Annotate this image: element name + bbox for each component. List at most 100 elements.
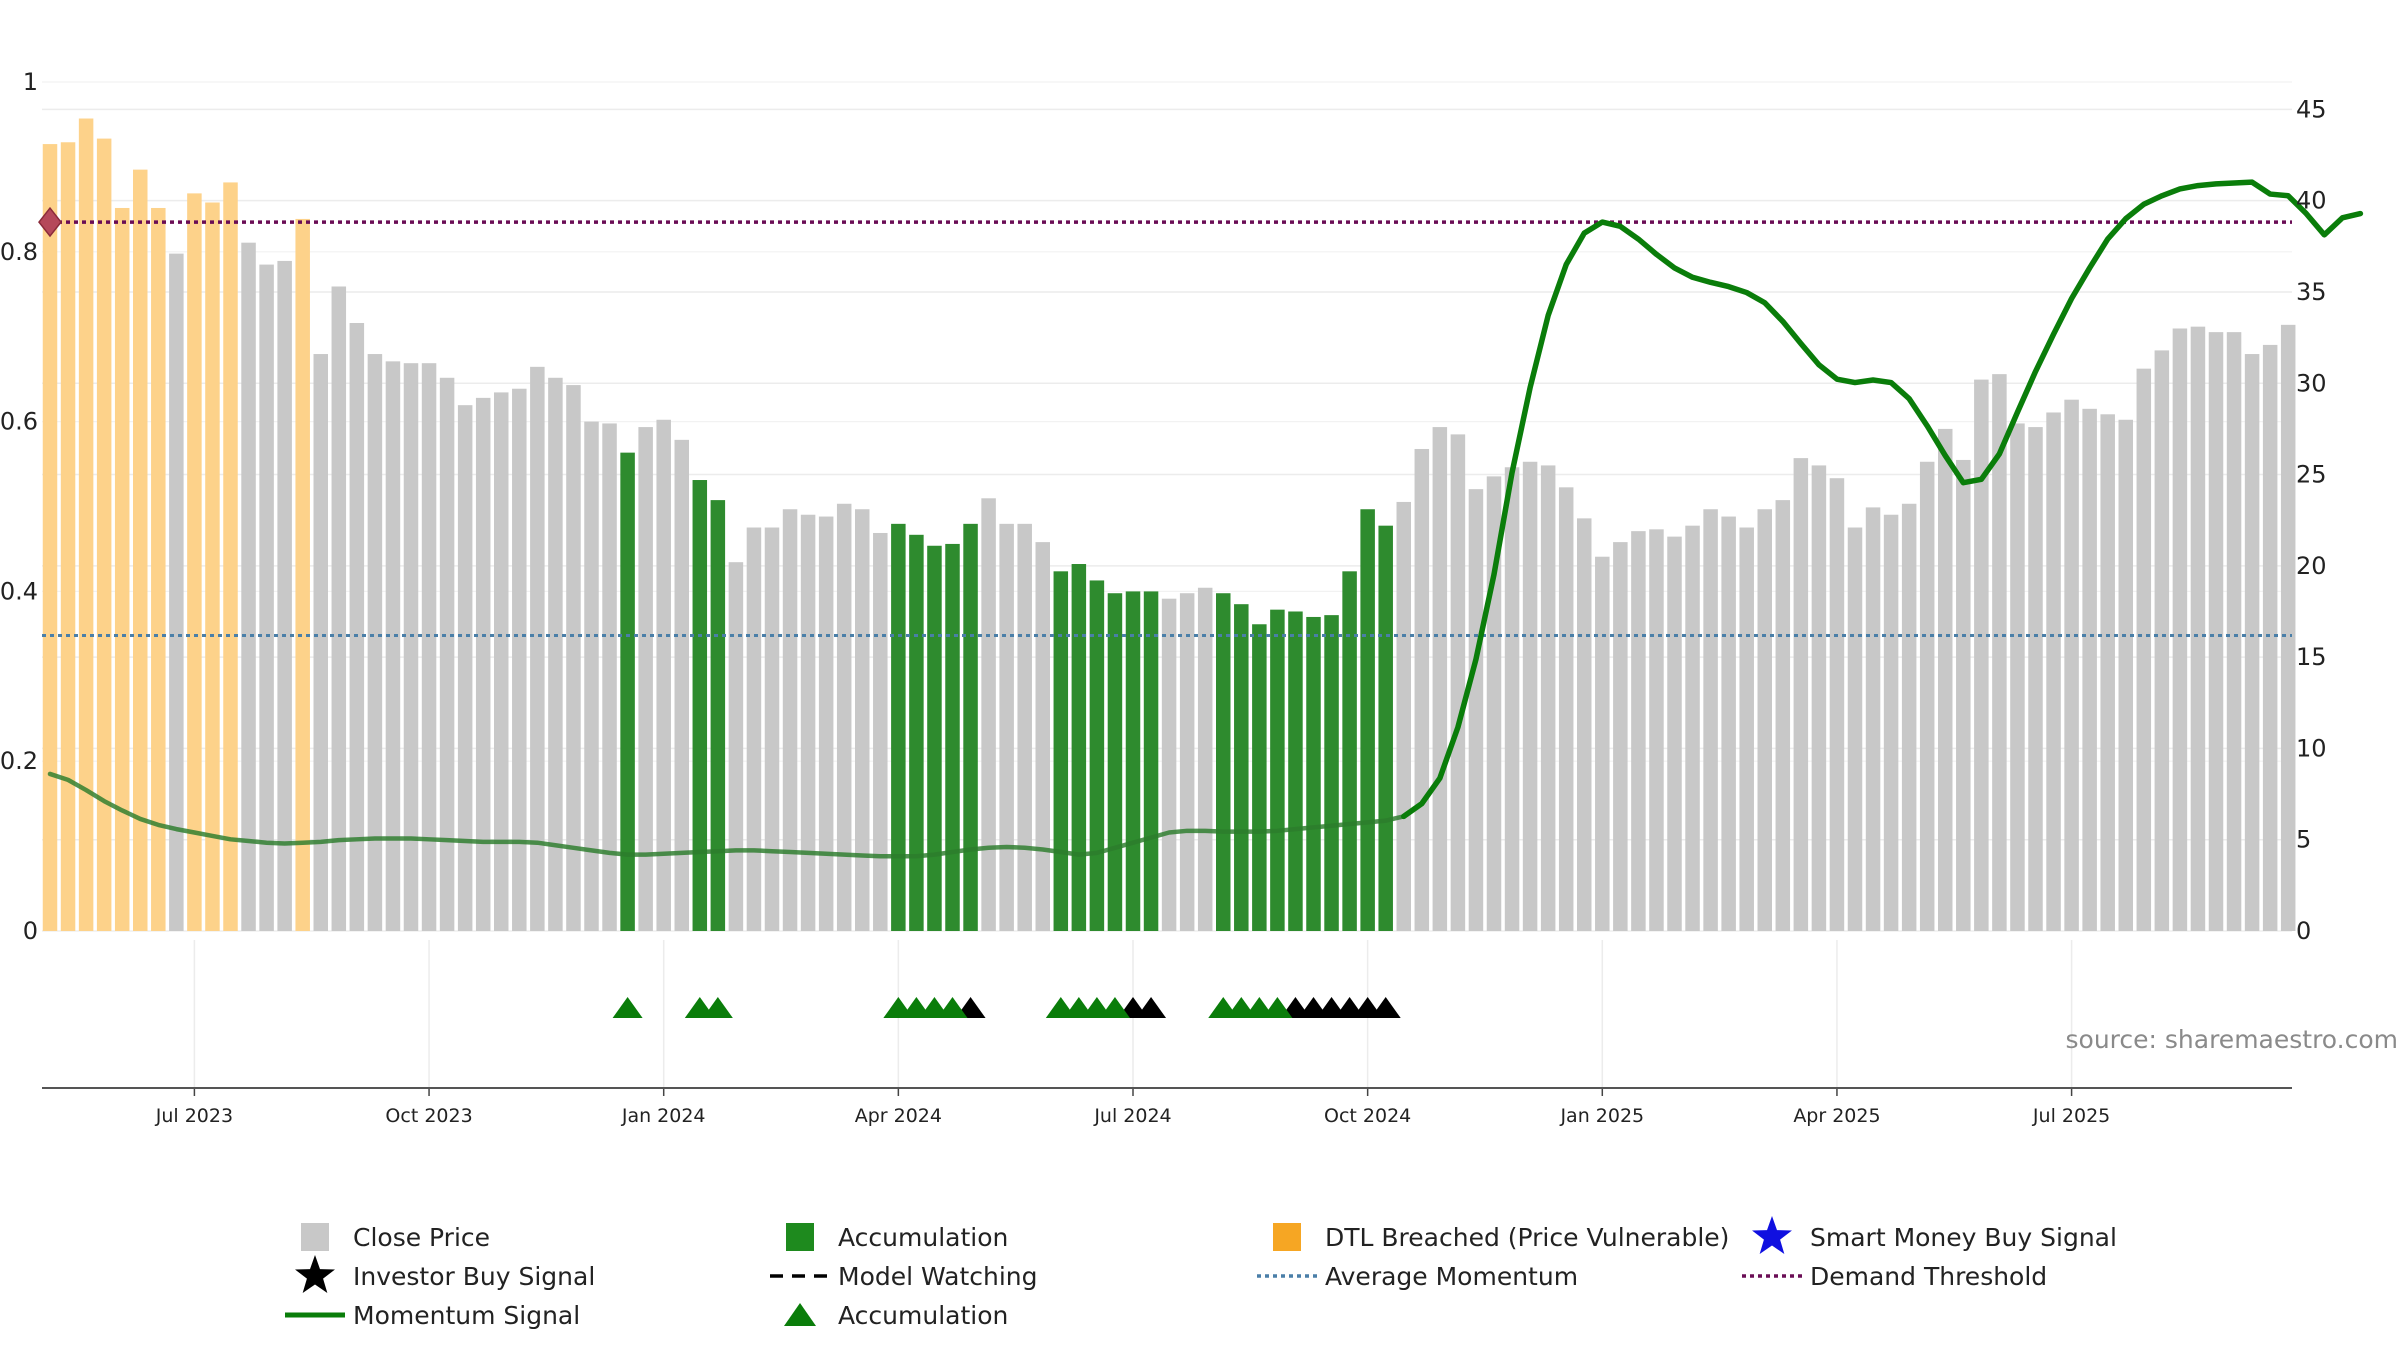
left-axis-tick: 1 [23,68,38,96]
close-price-bar [530,366,545,931]
price-bars [42,118,2296,932]
right-axis-tick: 30 [2296,369,2327,397]
accumulation-bar [1288,611,1303,931]
close-price-bar [241,242,256,932]
close-price-bar [512,388,527,931]
close-price-bar [403,363,419,931]
right-axis-tick: 10 [2296,734,2327,762]
dtl-breached-bar [205,202,220,931]
close-price-bar [421,363,437,931]
close-price-bar [1558,487,1574,931]
close-price-bar [475,397,491,931]
legend: Close Price Accumulation DTL Breached (Pri… [285,1216,2117,1330]
accumulation-bar [692,480,708,931]
accumulation-marker [1099,997,1130,1018]
close-price-bar [873,532,888,931]
legend-label: Smart Money Buy Signal [1810,1223,2117,1252]
legend-label: Accumulation [838,1301,1008,1330]
close-price-bar [2172,328,2188,931]
close-price-bar [1938,428,1953,931]
close-price-bar [385,361,401,931]
legend-label: Demand Threshold [1810,1262,2047,1291]
close-price-bar [1035,542,1050,931]
close-price-bar [1595,556,1610,931]
right-axis-tick: 35 [2296,278,2327,306]
close-price-bar [1847,527,1863,931]
close-price-bar [1992,374,2007,931]
accumulation-bar [963,523,978,931]
close-price-bar [1577,518,1592,931]
accumulation-marker [702,997,733,1018]
signal-markers [612,997,1401,1018]
dtl-breached-bar [295,218,310,931]
accumulation-bar [1252,624,1267,931]
left-axis-tick: 0.8 [0,238,38,266]
close-price-bar [1161,598,1177,931]
dtl-breached-bar [42,144,58,932]
x-axis-tick: Jul 2024 [1093,1105,1171,1127]
left-axis-tick: 0.6 [0,408,38,436]
close-price-bar [169,253,184,932]
close-price-bar [331,286,347,931]
close-price-bar [728,562,744,931]
close-price-bar [981,498,996,931]
close-price-bar [1703,509,1718,931]
accumulation-bar [1306,616,1321,931]
close-price-bar [1540,465,1556,931]
legend-dtl-swatch [1273,1223,1301,1251]
close-price-bar [855,509,870,931]
signal-lines [38,179,2364,859]
accumulation-bar [1360,509,1375,931]
close-price-bar [2280,324,2296,931]
right-axis-tick: 15 [2296,643,2327,671]
close-price-bar [1504,467,1520,931]
right-axis-tick: 25 [2296,461,2327,489]
model-watching-marker [1136,997,1167,1018]
close-price-bar [1649,529,1664,931]
x-axis-tick: Apr 2024 [855,1105,942,1127]
accumulation-bar [1089,580,1105,931]
accumulation-marker [1262,997,1293,1018]
legend-label: Close Price [353,1223,490,1252]
left-axis-tick: 0.2 [0,747,38,775]
close-price-bar [800,514,816,931]
legend-label: DTL Breached (Price Vulnerable) [1325,1223,1729,1252]
right-axis-tick: 5 [2296,826,2311,854]
close-price-bar [349,323,365,931]
close-price-bar [457,405,473,932]
close-price-bar [674,439,689,931]
close-price-bar [2226,332,2242,931]
close-price-bar [1956,459,1971,931]
close-price-bar [494,392,509,931]
right-axis-tick: 40 [2296,187,2327,215]
close-price-bar [1775,500,1791,931]
accumulation-bar [620,452,635,931]
accumulation-bar [1342,571,1357,931]
accumulation-bar [1053,571,1069,931]
accumulation-bar [1270,609,1285,931]
x-axis-tick: Apr 2025 [1793,1105,1880,1127]
accumulation-bar [1125,591,1141,931]
close-price-bar [566,385,581,931]
close-price-bar [1432,427,1448,931]
close-price-bar [2262,344,2278,931]
legend-label: Accumulation [838,1223,1008,1252]
x-axis-tick: Jul 2023 [155,1105,233,1127]
accumulation-bar [1071,564,1087,931]
dtl-breached-bar [78,118,94,932]
close-price-bar [1017,523,1032,931]
accumulation-bar [1324,615,1339,931]
close-price-bar [277,260,292,931]
accumulation-bar [891,523,906,931]
close-price-bar [1468,489,1484,931]
close-price-bar [1919,461,1935,931]
accumulation-marker [937,997,968,1018]
close-price-bar [1414,448,1430,931]
source-label: source: sharemaestro.com [2066,1025,2399,1054]
close-price-bar [2064,399,2079,931]
left-axis-tick: 0 [23,917,38,945]
close-price-bar [548,377,563,931]
accumulation-bar [1234,604,1249,931]
close-price-bar [1613,542,1628,931]
